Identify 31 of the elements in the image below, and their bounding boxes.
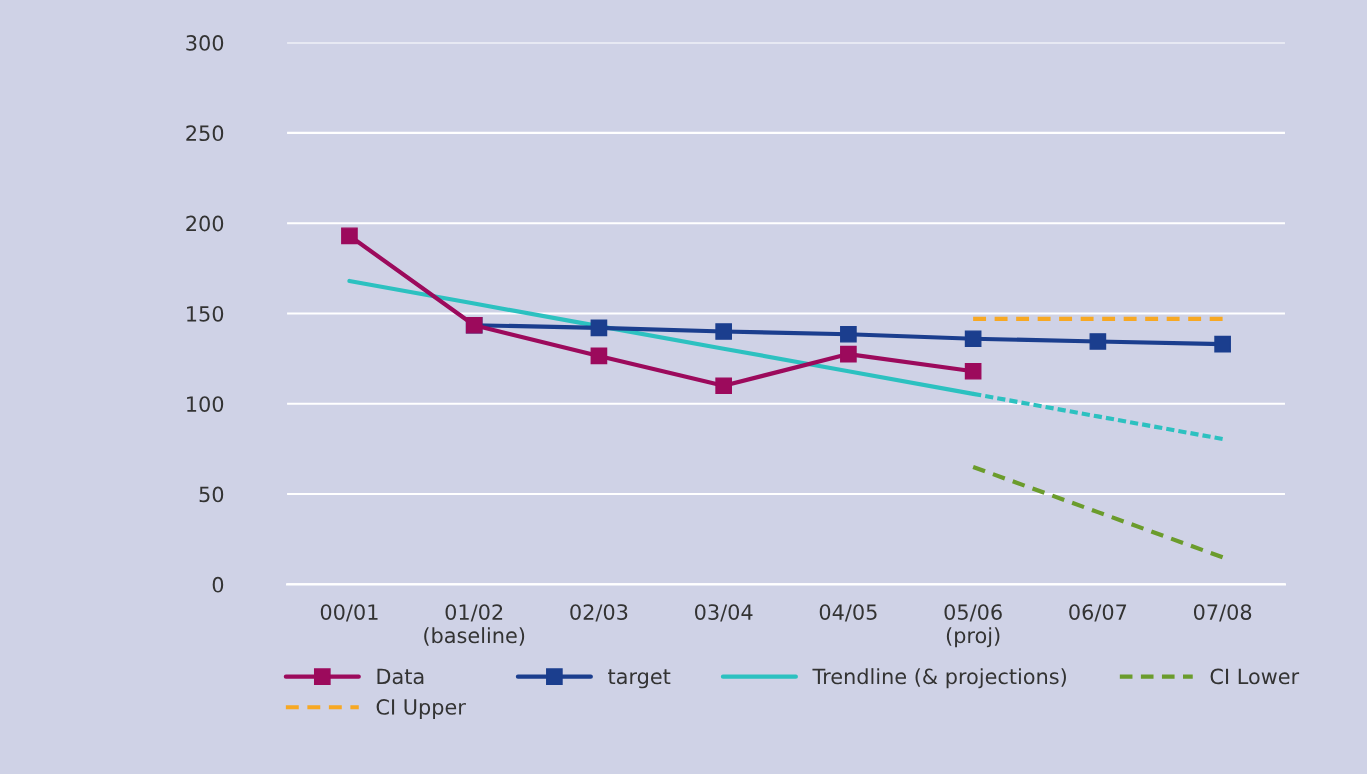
point [715,323,732,340]
x-tick-label: 04/05 [819,604,877,622]
legend-label: target [608,669,671,689]
point [715,377,732,395]
x-tick-label: 03/04 [695,604,753,622]
x-tick-label: 01/02 (baseline) [424,604,525,646]
legend-label: Trendline (& projections) [812,668,1066,689]
point [590,319,608,337]
x-tick-label: 06/07 [1069,604,1127,622]
point [1089,333,1107,350]
y-tick-label: 150 [187,305,224,322]
legend-label: Data [377,668,424,685]
y-tick-label: 250 [186,125,224,142]
x-tick-label: 05/06 (proj) [944,604,1002,648]
point [1214,335,1231,353]
point [840,345,857,363]
point [964,362,982,380]
point [964,330,982,348]
point [840,325,857,343]
y-tick-label: 0 [212,576,224,593]
point [341,227,358,245]
y-tick-label: 300 [186,35,224,51]
y-tick-label: 100 [187,396,224,412]
x-tick-label: 02/03 [570,604,628,622]
y-tick-label: 50 [199,486,224,503]
point [590,347,608,365]
legend-label: CI Upper [376,699,466,719]
legend-label: CI Lower [1210,668,1300,685]
x-tick-label: 00/01 [320,604,378,622]
x-tick-label: 07/08 [1193,604,1252,622]
y-tick-label: 200 [186,215,224,232]
